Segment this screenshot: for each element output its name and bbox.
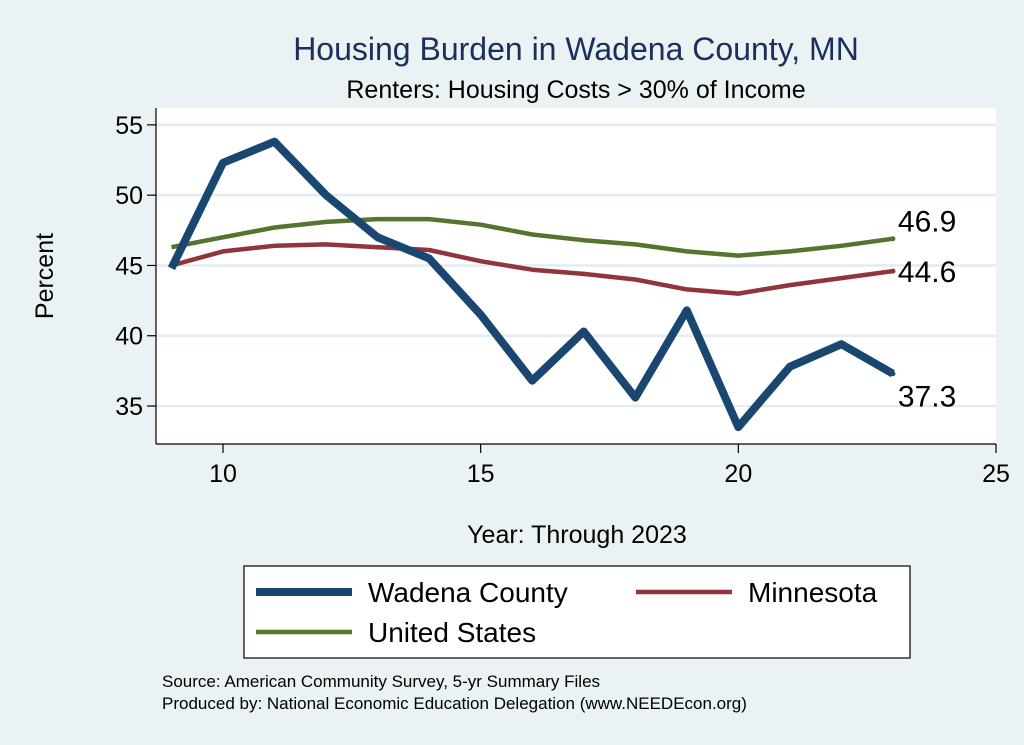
chart-title: Housing Burden in Wadena County, MN <box>293 31 859 67</box>
end-labels: 37.3 44.6 46.9 <box>898 206 956 414</box>
chart-subtitle: Renters: Housing Costs > 30% of Income <box>346 76 805 104</box>
y-tick-label: 40 <box>115 323 143 351</box>
y-tick-label: 35 <box>115 393 143 421</box>
series-line-minnesota <box>170 242 894 296</box>
end-point-minnesota <box>890 268 896 274</box>
end-label-wadena-county: 37.3 <box>898 381 956 414</box>
series-line-wadena-county <box>167 137 895 432</box>
legend-label-wadena-county: Wadena County <box>368 577 568 608</box>
legend-box <box>243 565 911 659</box>
legend-label-united-states: United States <box>368 617 536 648</box>
legend-label-minnesota: Minnesota <box>748 577 878 608</box>
y-tick-label: 45 <box>115 252 143 280</box>
x-tick-label: 20 <box>724 460 752 488</box>
producer-note: Produced by: National Economic Education… <box>162 694 747 713</box>
end-point-wadena-county <box>890 371 896 377</box>
y-tick-label: 55 <box>115 112 143 140</box>
end-label-minnesota: 44.6 <box>898 256 956 289</box>
legend: Wadena County Minnesota United States <box>243 565 911 659</box>
source-note: Source: American Community Survey, 5-yr … <box>162 672 600 691</box>
x-tick-label: 10 <box>209 460 237 488</box>
series-line-united-states <box>171 216 894 258</box>
x-tick-label: 15 <box>467 460 495 488</box>
x-tick-label: 25 <box>982 460 1010 488</box>
axes: 35 40 45 50 55 10 15 20 25 <box>115 108 1010 488</box>
y-tick-label: 50 <box>115 182 143 210</box>
end-point-united-states <box>890 236 896 242</box>
end-label-united-states: 46.9 <box>898 206 956 239</box>
x-axis-label: Year: Through 2023 <box>467 521 687 549</box>
series-lines <box>167 137 896 432</box>
y-axis-label: Percent <box>31 233 59 319</box>
